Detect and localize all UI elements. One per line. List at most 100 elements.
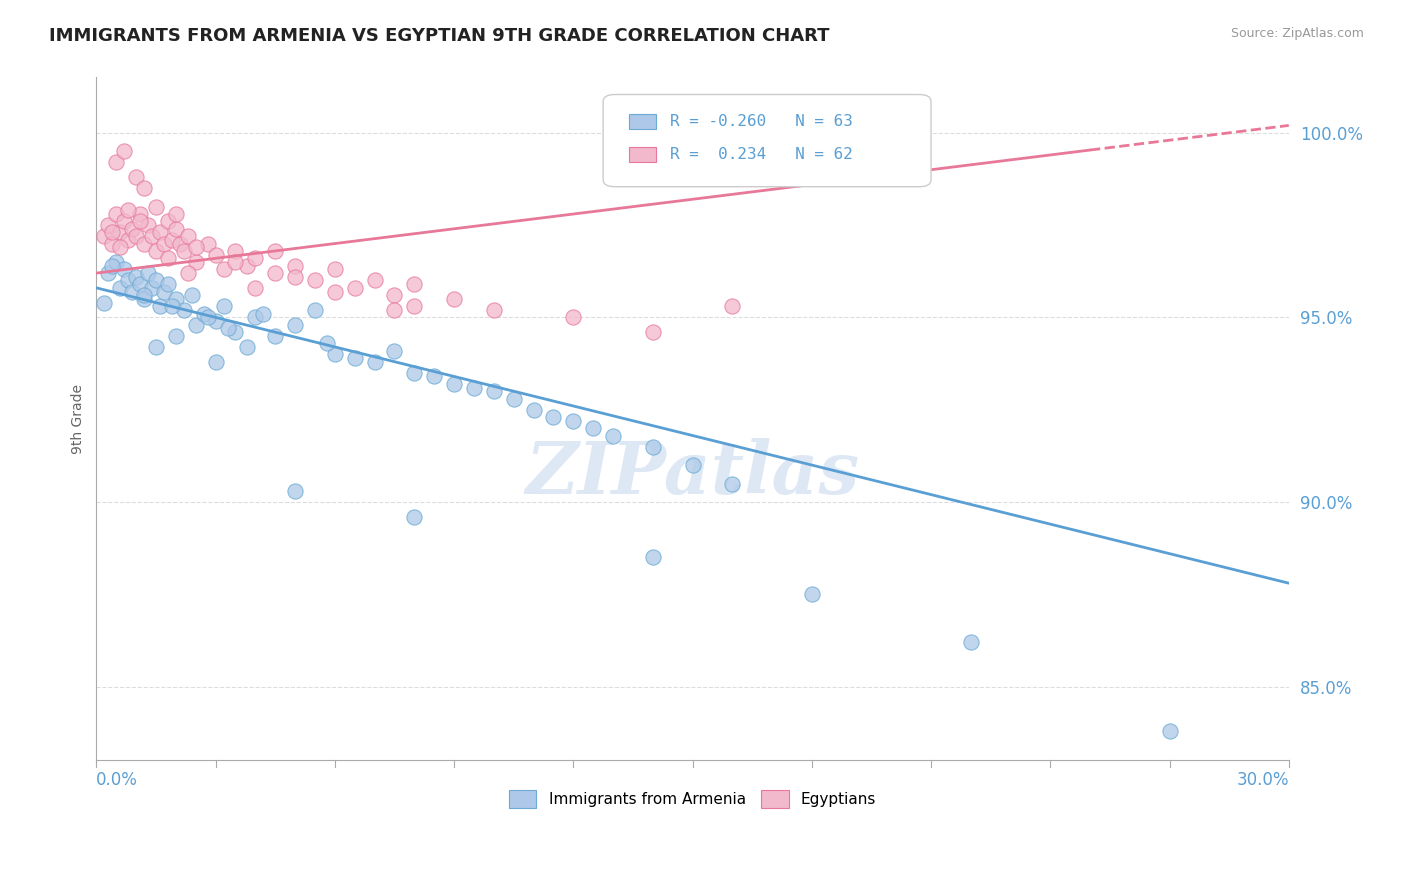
Point xyxy=(160,233,183,247)
Point xyxy=(641,440,664,454)
Point xyxy=(129,277,152,292)
Point xyxy=(184,255,207,269)
Point xyxy=(323,347,346,361)
Point xyxy=(721,299,744,313)
Point xyxy=(404,277,426,292)
Point xyxy=(236,340,259,354)
Point xyxy=(93,295,115,310)
Point xyxy=(543,410,565,425)
Point xyxy=(156,252,179,266)
Point xyxy=(404,299,426,313)
Point xyxy=(149,226,172,240)
Point xyxy=(323,285,346,299)
Point xyxy=(1159,723,1181,738)
Point xyxy=(404,366,426,380)
Point xyxy=(682,458,704,472)
Point xyxy=(108,226,131,240)
Point xyxy=(522,402,544,417)
Point xyxy=(105,255,128,269)
Point xyxy=(165,207,187,221)
Point xyxy=(108,281,131,295)
Point xyxy=(284,318,307,332)
Point xyxy=(217,321,239,335)
Point xyxy=(284,259,307,273)
Point xyxy=(145,273,167,287)
Point xyxy=(284,269,307,284)
Point xyxy=(153,236,176,251)
Point xyxy=(165,221,187,235)
Point xyxy=(193,307,215,321)
Point xyxy=(153,285,176,299)
Point xyxy=(212,299,235,313)
Point xyxy=(121,221,143,235)
Point xyxy=(224,244,246,258)
Point xyxy=(177,266,200,280)
Point xyxy=(384,303,406,318)
FancyBboxPatch shape xyxy=(603,95,931,186)
Point xyxy=(363,273,385,287)
Point xyxy=(404,509,426,524)
Text: ZIPatlas: ZIPatlas xyxy=(526,438,859,509)
Point xyxy=(562,414,585,428)
Point xyxy=(641,325,664,339)
Point xyxy=(245,310,267,325)
Point xyxy=(212,262,235,277)
Point xyxy=(145,244,167,258)
Point xyxy=(105,155,128,169)
Point xyxy=(132,288,155,302)
Point xyxy=(800,587,823,601)
Point xyxy=(721,476,744,491)
Point xyxy=(136,218,159,232)
Point xyxy=(562,310,585,325)
Point xyxy=(173,244,195,258)
Point xyxy=(224,325,246,339)
Point xyxy=(132,292,155,306)
Point xyxy=(323,262,346,277)
Point xyxy=(169,236,191,251)
Point xyxy=(177,229,200,244)
Point xyxy=(482,303,505,318)
Point xyxy=(245,252,267,266)
Point xyxy=(132,236,155,251)
Point xyxy=(363,354,385,368)
Point xyxy=(197,236,219,251)
Point xyxy=(343,351,366,365)
Point xyxy=(959,635,981,649)
Point xyxy=(264,244,287,258)
Point xyxy=(165,329,187,343)
Legend: Immigrants from Armenia, Egyptians: Immigrants from Armenia, Egyptians xyxy=(503,784,883,814)
Point xyxy=(304,303,326,318)
Point xyxy=(252,307,274,321)
Point xyxy=(304,273,326,287)
Point xyxy=(117,203,139,218)
Point xyxy=(641,550,664,565)
Point xyxy=(129,214,152,228)
Point xyxy=(105,207,128,221)
Point xyxy=(97,218,120,232)
Point xyxy=(132,181,155,195)
Point xyxy=(264,266,287,280)
Point xyxy=(204,354,226,368)
Point xyxy=(136,266,159,280)
Point xyxy=(141,281,163,295)
Point xyxy=(184,318,207,332)
Point xyxy=(173,303,195,318)
Point xyxy=(112,214,135,228)
Y-axis label: 9th Grade: 9th Grade xyxy=(72,384,86,454)
Point xyxy=(482,384,505,399)
Point xyxy=(204,247,226,261)
Point xyxy=(141,229,163,244)
Point xyxy=(384,288,406,302)
Point xyxy=(112,145,135,159)
Point xyxy=(160,299,183,313)
Point xyxy=(125,269,148,284)
Point xyxy=(423,369,446,384)
Point xyxy=(121,285,143,299)
Bar xyxy=(630,147,655,162)
Point xyxy=(156,214,179,228)
Point xyxy=(165,292,187,306)
Point xyxy=(117,233,139,247)
Point xyxy=(101,236,124,251)
Point xyxy=(145,340,167,354)
Point xyxy=(156,277,179,292)
